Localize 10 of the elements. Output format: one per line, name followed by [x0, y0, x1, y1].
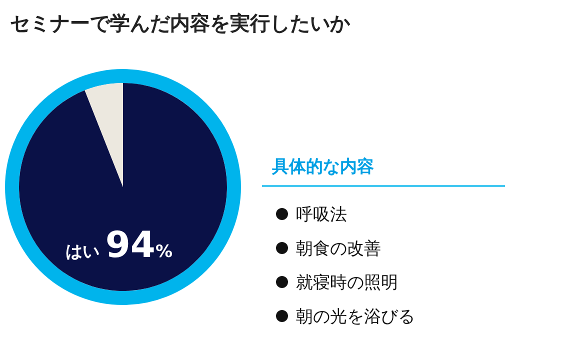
- chart-title: セミナーで学んだ内容を実行したいか: [10, 11, 351, 35]
- pie-slice: [19, 83, 227, 291]
- text: 就寝時の照明: [296, 273, 398, 293]
- pie-slice: [84, 83, 123, 187]
- slice-label: はい: [65, 242, 106, 262]
- text: 具体的な内容: [271, 157, 374, 177]
- text: 朝の光を浴びる: [296, 307, 415, 327]
- text: 朝食の改善: [296, 239, 381, 259]
- data-label: 94%: [105, 225, 173, 266]
- text: 呼吸法: [296, 205, 347, 225]
